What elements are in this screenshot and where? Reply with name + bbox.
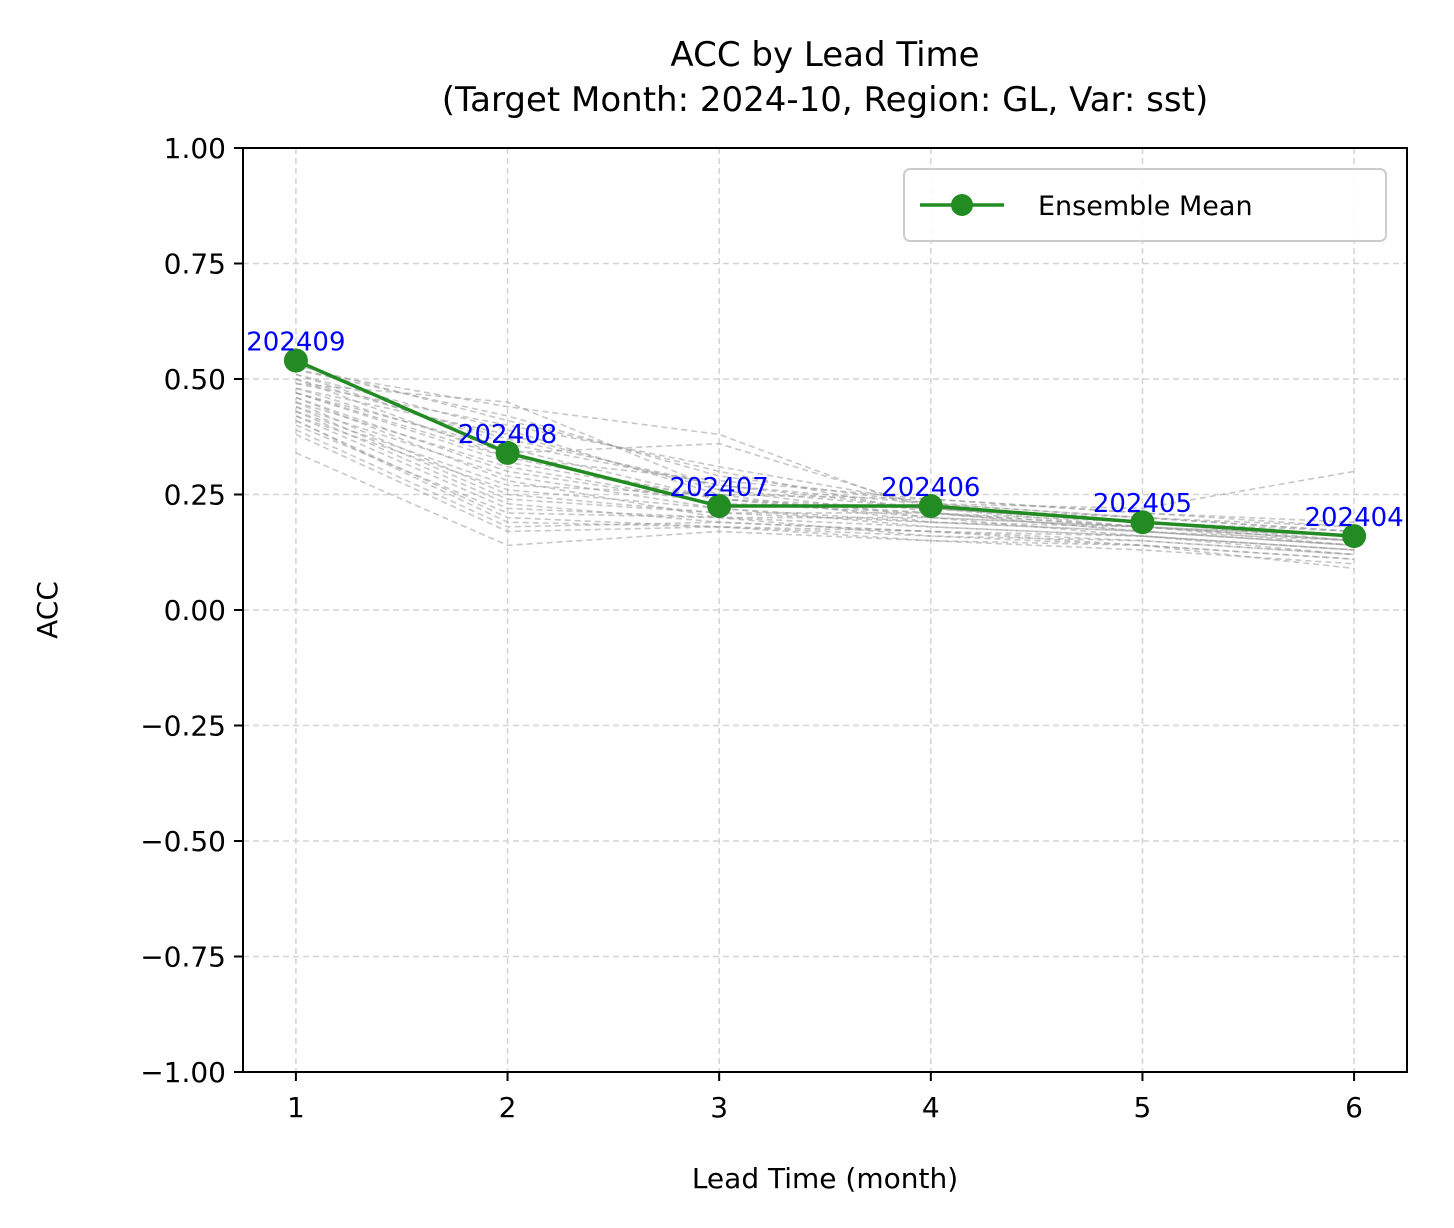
x-tick-label: 5 [1134,1091,1152,1124]
ensemble-member-line-24 [295,396,1355,547]
legend-entry-ensemble-mean: Ensemble Mean [1038,191,1253,222]
y-tick-label: 0.75 [164,248,226,281]
ensemble-mean-point-5 [1342,524,1367,549]
x-tick-label: 2 [499,1091,517,1124]
point-label-4: 202405 [1093,489,1192,519]
ensemble-member-line-17 [295,368,1355,510]
ensemble-member-line-13 [295,382,1355,528]
x-tick-label: 3 [710,1091,728,1124]
ensemble-member-line-5 [295,405,1355,547]
ensemble-member-line-21 [295,405,1355,547]
ensemble-member-line-9 [295,452,1355,565]
ensemble-member-line-26 [295,410,1355,556]
chart-title: ACC by Lead Time [670,35,979,75]
y-tick-label: 0.50 [164,363,226,396]
y-tick-label: −0.50 [140,825,226,858]
y-axis-label: ACC [31,581,64,639]
point-labels: 202409 202408 202407 202406 202405 202404 [246,328,1403,534]
ensemble-mean-point-0 [283,348,308,373]
ensemble-mean-line [295,358,1355,538]
ensemble-member-line-16 [295,424,1355,556]
ensemble-member-line-20 [295,378,1355,533]
point-label-0: 202409 [246,328,345,358]
point-label-3: 202406 [881,473,980,503]
axis-ticks: 1 2 3 4 5 6 −1.00 −0.75 −0.50 −0.25 0.00 0.25 0.50 0.… [140,132,1363,1124]
ensemble-mean-series [283,348,1367,549]
y-tick-label: 0.00 [164,594,226,627]
y-tick-label: −0.75 [140,941,226,974]
y-tick-label: 1.00 [164,132,226,165]
x-axis-label: Lead Time (month) [692,1162,958,1195]
ensemble-mean-point-4 [1130,510,1155,535]
point-label-1: 202408 [458,420,557,450]
x-tick-label: 1 [287,1091,305,1124]
ensemble-mean-point-1 [495,440,520,465]
y-tick-label: −1.00 [140,1056,226,1089]
point-label-2: 202407 [670,473,769,503]
ensemble-mean-point-3 [918,494,943,519]
legend: Ensemble Mean [903,168,1387,242]
ensemble-member-line-28 [295,419,1355,560]
ensemble-member-line-18 [295,433,1355,570]
point-label-5: 202404 [1304,503,1403,533]
x-tick-label: 6 [1345,1091,1363,1124]
legend-box [903,168,1387,242]
ensemble-member-line-0 [295,364,1355,547]
ensemble-member-line-25 [295,373,1355,528]
y-tick-label: −0.25 [140,710,226,743]
chart-subtitle: (Target Month: 2024-10, Region: GL, Var:… [442,80,1208,120]
y-tick-label: 0.25 [164,479,226,512]
x-tick-label: 4 [922,1091,940,1124]
ensemble-member-line-23 [295,415,1355,551]
ensemble-mean-point-2 [707,494,732,519]
legend-marker [951,194,973,216]
